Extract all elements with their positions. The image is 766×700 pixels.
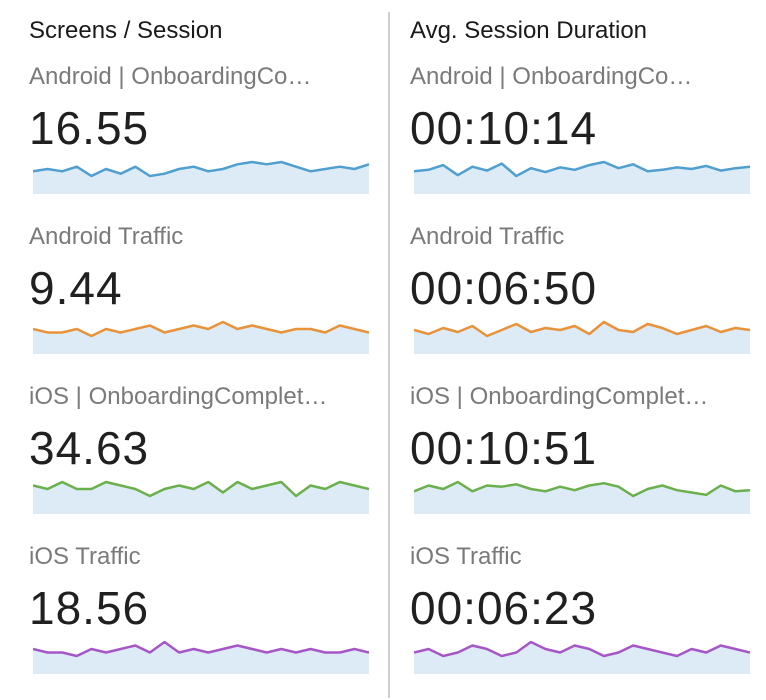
metric-label: Android Traffic <box>410 223 565 250</box>
sparkline-chart <box>33 160 369 194</box>
sparkline-chart <box>33 480 369 514</box>
sparkline-chart <box>33 320 369 354</box>
metric-value: 00:06:50 <box>410 262 598 314</box>
metric-label: iOS | OnboardingComplet… <box>29 383 328 410</box>
metric-value: 00:10:51 <box>410 422 598 474</box>
sparkline-area <box>33 162 369 194</box>
sparkline-line <box>33 160 369 178</box>
sparkline-line <box>414 640 750 658</box>
screens-per-session-panel: Screens / Session Android | OnboardingCo… <box>0 0 382 700</box>
sparkline-line <box>414 320 750 338</box>
sparkline-area <box>33 482 369 514</box>
metric-label: Android Traffic <box>29 223 184 250</box>
metric-value: 9.44 <box>29 262 123 314</box>
metric-label: iOS Traffic <box>410 543 522 570</box>
sparkline-chart <box>414 160 750 194</box>
avg-session-duration-panel: Avg. Session Duration Android | Onboardi… <box>388 0 766 700</box>
sparkline-line <box>33 480 369 498</box>
sparkline-area <box>414 482 750 514</box>
metric-value: 00:06:23 <box>410 582 598 634</box>
sparkline-chart <box>33 640 369 674</box>
metric-label: iOS Traffic <box>29 543 141 570</box>
metric-value: 18.56 <box>29 582 150 634</box>
sparkline-area <box>33 322 369 354</box>
metric-label: iOS | OnboardingComplet… <box>410 383 709 410</box>
sparkline-area <box>414 642 750 674</box>
panel-title: Screens / Session <box>29 17 223 44</box>
sparkline-chart <box>414 640 750 674</box>
sparkline-line <box>33 640 369 658</box>
metric-label: Android | OnboardingCo… <box>29 63 312 90</box>
metric-value: 00:10:14 <box>410 102 598 154</box>
sparkline-area <box>33 642 369 674</box>
metric-value: 34.63 <box>29 422 150 474</box>
sparkline-line <box>414 480 750 498</box>
sparkline-line <box>414 160 750 178</box>
sparkline-chart <box>414 480 750 514</box>
sparkline-line <box>33 320 369 338</box>
metric-label: Android | OnboardingCo… <box>410 63 693 90</box>
metric-value: 16.55 <box>29 102 150 154</box>
sparkline-chart <box>414 320 750 354</box>
panel-title: Avg. Session Duration <box>410 17 648 44</box>
panel-divider <box>388 12 390 698</box>
